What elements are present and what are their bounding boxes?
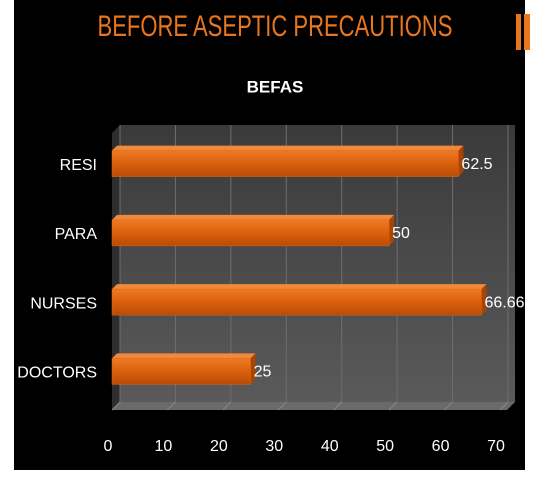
bar (111, 219, 390, 247)
y-tick-label: RESI (60, 157, 97, 174)
floor (112, 402, 515, 410)
floor-line (333, 401, 343, 411)
bar-top (112, 214, 395, 220)
bar-top (112, 353, 256, 359)
floor-line (167, 401, 176, 411)
slide-title: BEFORE ASEPTIC PRECAUTIONS (98, 10, 453, 43)
floor-line (444, 401, 453, 411)
chart-title: BEFAS (247, 77, 304, 96)
floor-line (111, 401, 121, 411)
bar-end (481, 284, 487, 316)
y-tick-label: DOCTORS (17, 365, 97, 382)
plot-wall (120, 125, 515, 402)
bar-end (458, 145, 464, 177)
y-tick-label: NURSES (30, 295, 97, 312)
x-tick-label: 0 (104, 438, 113, 455)
x-tick-label: 70 (487, 438, 505, 455)
bar-top (112, 284, 487, 290)
x-tick-label: 60 (432, 438, 450, 455)
x-tick-label: 50 (376, 438, 394, 455)
data-label: 50 (392, 225, 410, 242)
bar (111, 150, 459, 177)
floor-line (222, 401, 232, 411)
x-tick-label: 40 (321, 438, 339, 455)
data-label: 62.5 (461, 156, 492, 173)
data-label: 66.66 (484, 294, 524, 311)
plot: 0 10 20 30 40 50 60 70 DOCTORS 25 NURSES 66.66 PARA 5… (17, 125, 525, 455)
x-tick-label: 10 (155, 438, 173, 455)
bar-end (389, 214, 395, 246)
bar (111, 288, 482, 316)
data-label: 25 (254, 364, 272, 381)
bar-end (250, 353, 256, 385)
floor-line (499, 401, 509, 411)
floor-line (388, 401, 398, 411)
accent-stripe (521, 14, 524, 50)
bar (111, 358, 251, 385)
side-wall (112, 125, 120, 410)
x-tick-label: 30 (265, 438, 283, 455)
bar-top (112, 145, 464, 151)
y-tick-label: PARA (55, 226, 98, 243)
x-tick-label: 20 (210, 438, 228, 455)
floor-line (277, 401, 287, 411)
